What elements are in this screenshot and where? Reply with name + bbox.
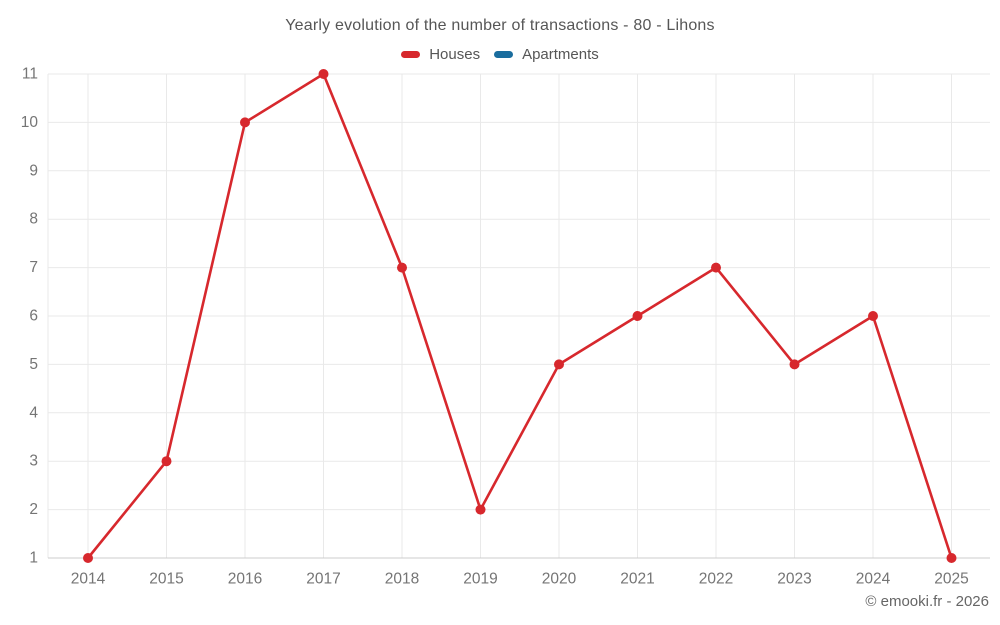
x-tick-label: 2019 xyxy=(463,571,497,588)
y-tick-label: 10 xyxy=(21,114,39,131)
houses-legend-label: Houses xyxy=(429,46,481,63)
series-points-houses xyxy=(83,69,957,563)
data-point-houses-2016 xyxy=(240,117,250,128)
y-tick-label: 1 xyxy=(29,550,38,567)
apartments-legend-swatch xyxy=(494,51,514,58)
data-point-houses-2023 xyxy=(789,359,800,370)
y-axis-labels: 1 2 3 4 5 6 7 8 9 10 11 xyxy=(21,66,39,567)
x-tick-label: 2020 xyxy=(542,571,577,588)
y-tick-label: 3 xyxy=(29,453,38,470)
data-point-houses-2024 xyxy=(868,311,878,321)
x-tick-label: 2021 xyxy=(620,571,654,588)
y-tick-label: 11 xyxy=(22,66,38,83)
y-tick-label: 8 xyxy=(29,211,38,228)
legend-item-houses[interactable]: Houses xyxy=(401,46,480,63)
y-tick-label: 7 xyxy=(29,259,38,276)
y-tick-label: 4 xyxy=(29,404,38,421)
x-tick-label: 2015 xyxy=(149,571,183,588)
houses-legend-swatch xyxy=(401,51,421,58)
x-tick-label: 2024 xyxy=(856,571,891,588)
data-point-houses-2022 xyxy=(711,262,721,273)
data-point-houses-2019 xyxy=(475,504,486,515)
data-point-houses-2017 xyxy=(318,69,329,79)
x-tick-label: 2016 xyxy=(228,571,262,588)
copyright-text: © emooki.fr - 2026 xyxy=(865,593,989,610)
y-tick-label: 5 xyxy=(29,356,38,373)
y-tick-label: 9 xyxy=(29,162,38,179)
x-tick-label: 2014 xyxy=(71,571,106,588)
y-tick-label: 2 xyxy=(29,501,38,518)
data-point-houses-2020 xyxy=(554,359,564,370)
y-tick-label: 6 xyxy=(29,308,38,325)
x-tick-label: 2017 xyxy=(306,571,340,588)
data-point-houses-2025 xyxy=(946,553,957,563)
data-point-houses-2015 xyxy=(161,456,172,467)
apartments-legend-label: Apartments xyxy=(522,46,599,63)
x-axis-labels: 2014 2015 2016 2017 2018 2019 2020 2021 2022 2023… xyxy=(71,571,969,588)
chart-title: Yearly evolution of the number of transa… xyxy=(285,17,715,34)
legend-item-apartments[interactable]: Apartments xyxy=(494,46,599,63)
x-tick-label: 2022 xyxy=(699,571,733,588)
x-tick-label: 2018 xyxy=(385,571,419,588)
series-line-houses xyxy=(86,72,953,560)
y-gridlines xyxy=(48,73,990,511)
data-point-houses-2021 xyxy=(632,311,643,321)
data-point-houses-2014 xyxy=(83,553,93,563)
legend: Houses Apartments xyxy=(0,46,1000,63)
data-point-houses-2018 xyxy=(397,262,407,273)
x-tick-label: 2025 xyxy=(934,571,968,588)
x-tick-label: 2023 xyxy=(777,571,811,588)
